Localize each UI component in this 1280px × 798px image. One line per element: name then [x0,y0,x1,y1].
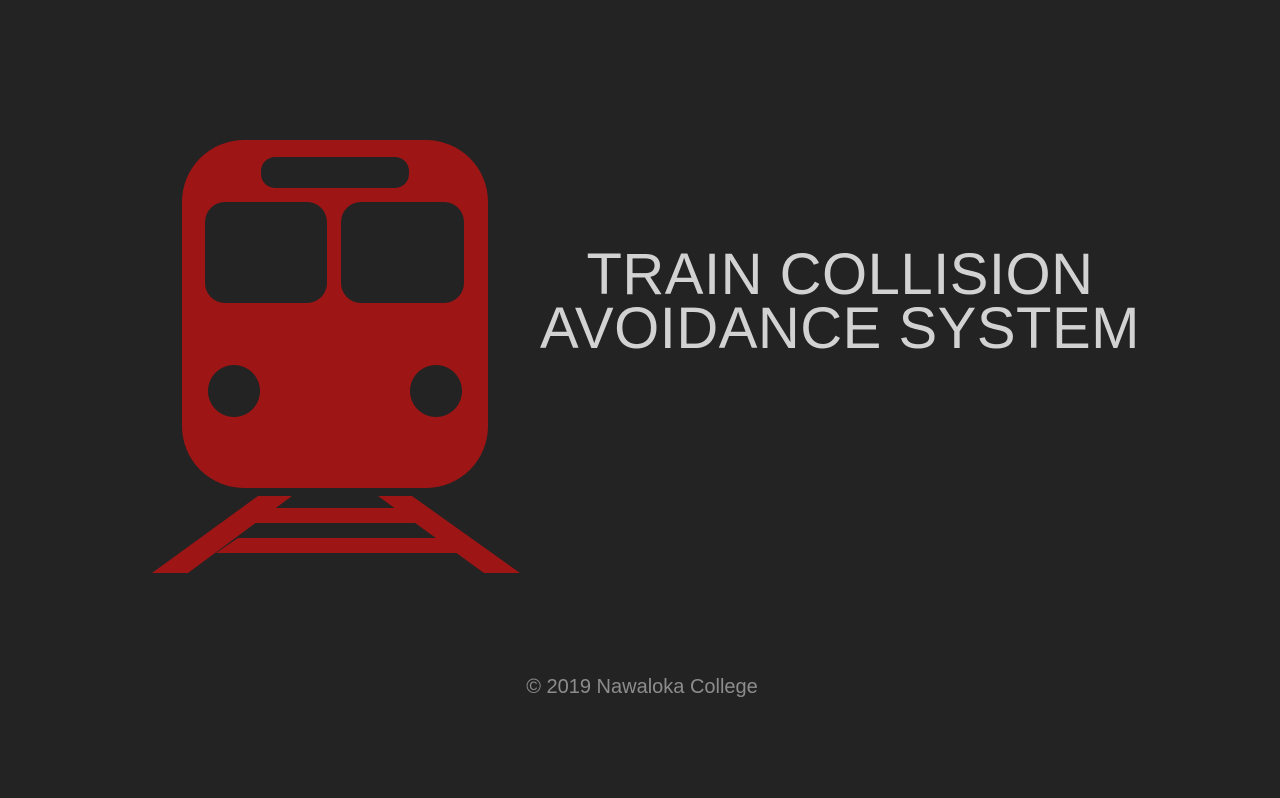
app-title-line-1: TRAIN COLLISION [586,242,1094,307]
train-front-icon [152,140,520,573]
app-title: TRAIN COLLISION AVOIDANCE SYSTEM [520,242,1160,361]
copyright-footer: © 2019 Nawaloka College [526,676,758,698]
app-title-line-2: AVOIDANCE SYSTEM [540,296,1140,361]
